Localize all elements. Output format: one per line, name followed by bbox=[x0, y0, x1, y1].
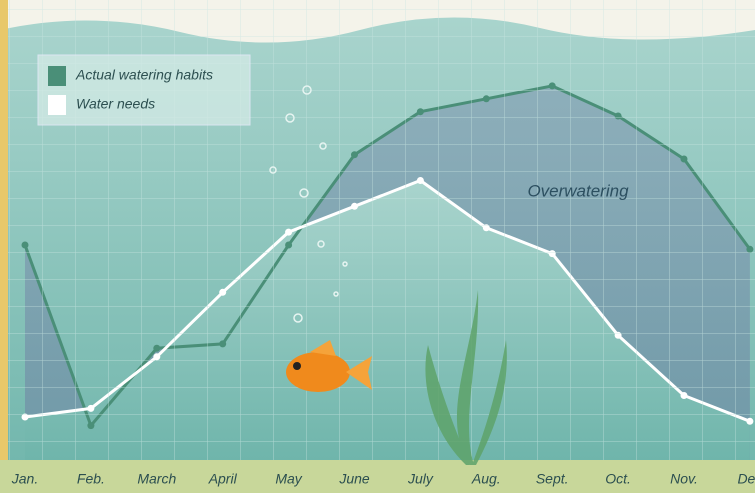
x-tick-label: Aug. bbox=[471, 471, 501, 487]
legend: Actual watering habits Water needs bbox=[38, 55, 250, 125]
point bbox=[22, 242, 29, 249]
point bbox=[153, 353, 160, 360]
point bbox=[417, 177, 424, 184]
x-tick-label: Dec bbox=[737, 471, 755, 487]
left-strip bbox=[0, 0, 8, 493]
point bbox=[483, 95, 490, 102]
point bbox=[483, 224, 490, 231]
x-tick-label: Oct. bbox=[605, 471, 631, 487]
point bbox=[219, 340, 226, 347]
legend-swatch bbox=[48, 66, 66, 86]
point bbox=[681, 156, 688, 163]
point bbox=[615, 113, 622, 120]
x-tick-label: April bbox=[208, 471, 238, 487]
point bbox=[22, 414, 29, 421]
x-tick-label: Nov. bbox=[670, 471, 698, 487]
x-tick-label: Feb. bbox=[77, 471, 105, 487]
point bbox=[417, 108, 424, 115]
sand bbox=[0, 460, 755, 493]
x-tick-label: July bbox=[407, 471, 434, 487]
point bbox=[153, 345, 160, 352]
legend-label: Actual watering habits bbox=[75, 67, 213, 83]
x-tick-label: June bbox=[338, 471, 370, 487]
point bbox=[746, 418, 753, 425]
x-tick-label: May bbox=[275, 471, 302, 487]
point bbox=[351, 203, 358, 210]
point bbox=[87, 422, 94, 429]
legend-swatch bbox=[48, 95, 66, 115]
point bbox=[746, 246, 753, 253]
x-tick-label: Sept. bbox=[536, 471, 569, 487]
point bbox=[285, 242, 292, 249]
point bbox=[285, 229, 292, 236]
x-tick-label: March bbox=[137, 471, 176, 487]
point bbox=[351, 151, 358, 158]
chart: Actual watering habits Water needs Overw… bbox=[0, 0, 755, 493]
point bbox=[615, 332, 622, 339]
point bbox=[549, 250, 556, 257]
legend-label: Water needs bbox=[76, 96, 155, 112]
point bbox=[681, 392, 688, 399]
x-tick-label: Jan. bbox=[11, 471, 38, 487]
point bbox=[549, 82, 556, 89]
annotation: Overwatering bbox=[527, 181, 629, 200]
point bbox=[219, 289, 226, 296]
legend-box bbox=[38, 55, 250, 125]
point bbox=[87, 405, 94, 412]
